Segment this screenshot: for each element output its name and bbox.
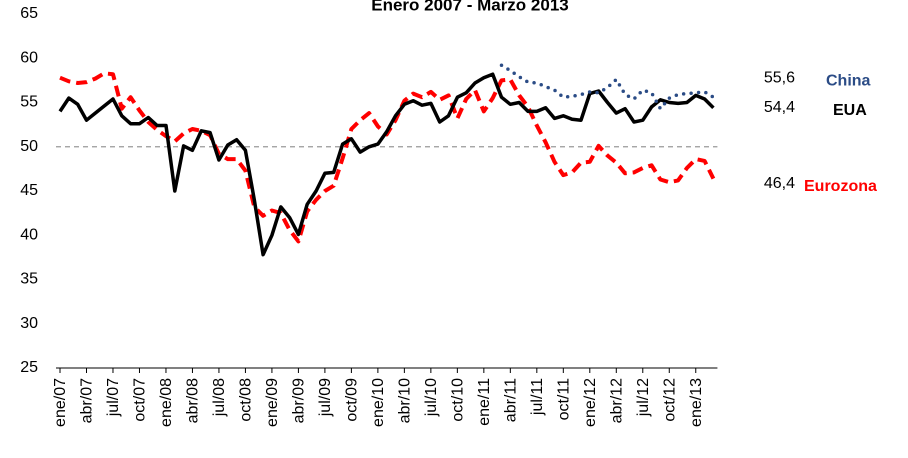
x-tick-label: jul/08: [211, 378, 228, 417]
y-tick-label: 25: [20, 359, 38, 376]
y-tick-label: 35: [20, 271, 38, 288]
legend-label: China: [826, 72, 871, 89]
y-tick-label: 40: [20, 226, 38, 243]
x-tick-label: abr/07: [79, 378, 96, 423]
x-tick-label: jul/09: [317, 378, 334, 417]
x-tick-label: jul/12: [635, 378, 652, 417]
legend-label: Eurozona: [804, 178, 877, 195]
x-tick-label: ene/09: [264, 378, 281, 427]
x-tick-label: ene/11: [476, 378, 493, 426]
x-tick-label: oct/11: [556, 378, 573, 421]
y-tick-label: 45: [20, 182, 38, 199]
y-tick-label: 65: [20, 5, 38, 22]
x-tick-label: oct/07: [132, 378, 149, 422]
x-tick-label: oct/08: [238, 378, 255, 422]
x-tick-label: ene/12: [582, 378, 599, 427]
x-tick-label: oct/12: [661, 378, 678, 422]
x-tick-label: ene/13: [688, 378, 705, 427]
x-tick-label: jul/07: [105, 378, 122, 417]
x-tick-label: ene/08: [158, 378, 175, 427]
x-tick-label: abr/10: [397, 378, 414, 423]
y-tick-label: 30: [20, 315, 38, 332]
x-tick-label: abr/11: [503, 378, 520, 422]
x-tick-label: oct/10: [450, 378, 467, 422]
chart-title: Enero 2007 - Marzo 2013: [371, 0, 568, 14]
x-tick-label: ene/07: [52, 378, 69, 427]
x-tick-label: abr/09: [291, 378, 308, 423]
x-tick-label: jul/11: [529, 378, 546, 416]
series-line: [59, 71, 716, 244]
series-line: [58, 72, 715, 257]
x-tick-label: abr/08: [185, 378, 202, 423]
x-tick-label: ene/10: [370, 378, 387, 427]
end-value-label: 55,6: [764, 69, 795, 86]
y-tick-label: 60: [20, 49, 38, 66]
y-tick-label: 55: [20, 94, 38, 111]
x-tick-label: abr/12: [609, 378, 626, 423]
x-tick-label: oct/09: [344, 378, 361, 422]
end-value-label: 46,4: [764, 175, 795, 192]
end-value-label: 54,4: [764, 99, 795, 116]
legend-label: EUA: [833, 102, 867, 119]
y-tick-label: 50: [20, 138, 38, 155]
x-tick-label: jul/10: [423, 378, 440, 417]
